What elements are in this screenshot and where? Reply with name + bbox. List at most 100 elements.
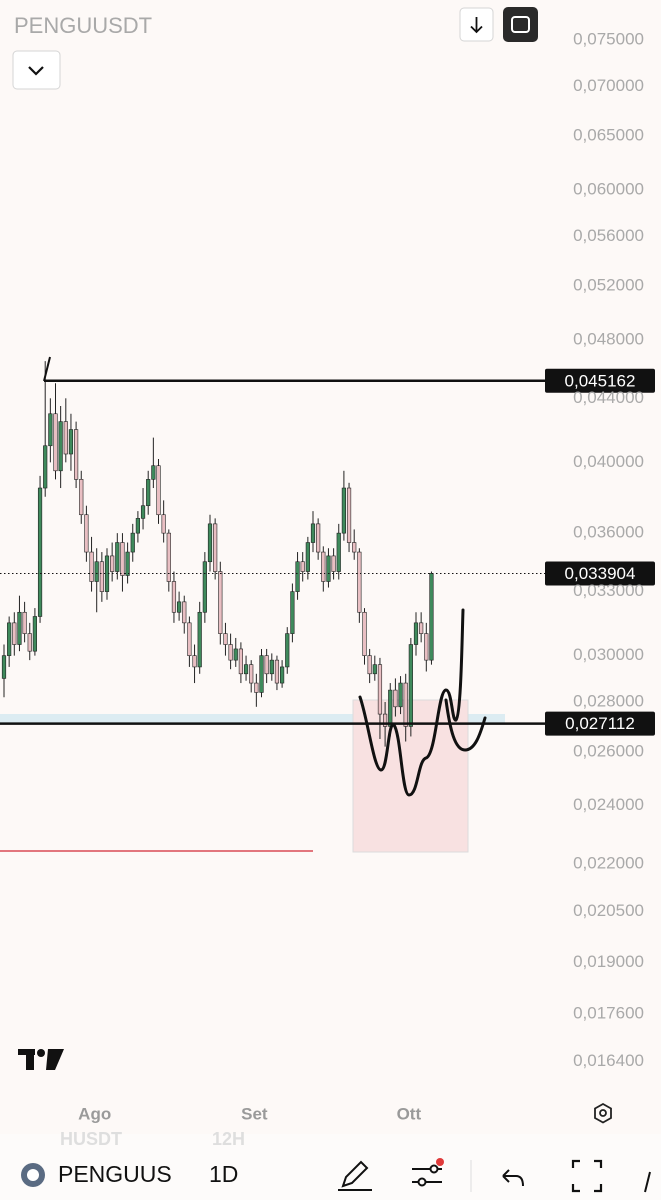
x-tick-label: Ott [397,1104,422,1123]
drawing-line [43,356,51,382]
candle-body [367,655,372,675]
candle-body [321,551,326,582]
price-lines: 0,045162 0,033904 0,027112 [0,368,655,736]
candle-body [264,655,269,675]
candle-body [362,611,367,656]
candle-body [274,659,280,684]
candle-body [146,479,151,507]
y-tick-label: 0,060000 [573,179,644,198]
more-icon[interactable] [644,1171,651,1193]
candle-body [249,664,254,684]
y-tick-label: 0,026000 [573,741,644,760]
candle-body [48,413,53,447]
candle-body [372,664,377,675]
candle-body [393,689,398,708]
candle-body [424,633,429,661]
y-tick-label: 0,065000 [573,126,644,145]
candle-body [115,542,120,572]
candle-body [305,542,310,572]
candle-body [207,523,213,563]
y-tick-label: 0,028000 [573,691,644,710]
candle-body [408,644,413,727]
y-tick-label: 0,036000 [573,523,644,542]
candle-body [120,542,125,576]
candle-body [341,487,347,534]
y-tick-label: 0,070000 [573,76,644,95]
candle-body [27,633,32,652]
candle-body [79,479,84,516]
candle-body [413,622,419,645]
support-band [0,714,505,724]
fullscreen-button[interactable] [503,7,538,42]
candle-body [429,573,434,661]
candle-body [357,551,362,613]
ghost-symbol: HUSDT [60,1129,122,1149]
candle-body [233,648,238,661]
price-tag [545,711,655,736]
y-tick-label: 0,030000 [573,645,644,664]
draw-tool-icon[interactable] [338,1160,372,1191]
candle-body [22,611,27,634]
candle-body [89,551,94,582]
candle-body [202,561,207,613]
candle-body [161,514,166,534]
candle-body [388,689,393,727]
candle-body [223,633,228,645]
candle-body [398,682,403,708]
candle-body [197,611,202,668]
toolbar-symbol[interactable]: PENGUUS [58,1161,172,1187]
dropdown-button[interactable] [12,50,61,90]
fullscreen-icon[interactable] [571,1159,603,1193]
symbol-avatar[interactable] [21,1163,45,1187]
candle-body [58,421,63,472]
candle-body [140,505,146,519]
candle-body [151,465,156,480]
candle-body [125,551,130,576]
candle-body [192,655,197,668]
y-tick-label: 0,022000 [573,854,644,873]
tradingview-logo [18,1049,64,1070]
candle-body [177,601,182,613]
candle-body [182,601,187,624]
y-tick-label: 0,016400 [573,1051,644,1070]
candle-body [63,421,68,455]
candle-body [171,581,177,613]
candle-body [377,664,383,715]
candle-body [187,622,192,656]
hand-drawing [358,608,465,797]
scroll-down-button[interactable] [459,7,494,42]
candle-body [1,655,7,679]
undo-icon[interactable] [502,1169,524,1187]
price-axis: 0,075000 0,070000 0,065000 0,060000 0,056000… [573,29,644,1070]
symbol-title: PENGUUSDT [14,13,152,38]
y-tick-label: 0,033000 [573,581,644,600]
y-tick-label: 0,048000 [573,329,644,348]
candle-body [68,429,74,455]
candle-body [135,518,141,534]
price-tag [545,561,655,586]
toolbar-interval[interactable]: 1D [209,1161,238,1187]
candle-body [326,555,331,582]
candle-body [110,555,115,572]
candle-body [346,487,352,543]
indicators-icon[interactable] [412,1158,444,1187]
candle-body [316,523,321,553]
candle-body [84,514,89,553]
candle-body [300,561,305,572]
price-tag [545,368,655,393]
settings-icon[interactable] [594,1102,612,1124]
candle-body [310,523,316,543]
candles [1,361,434,747]
candle-body [331,555,336,572]
y-tick-label: 0,052000 [573,276,644,295]
candle-body [130,532,135,553]
candle-body [7,622,12,656]
y-tick-label: 0,017600 [573,1003,644,1022]
candle-body [269,659,274,675]
candle-body [336,532,341,572]
candle-body [94,561,99,582]
candle-body [32,616,37,652]
